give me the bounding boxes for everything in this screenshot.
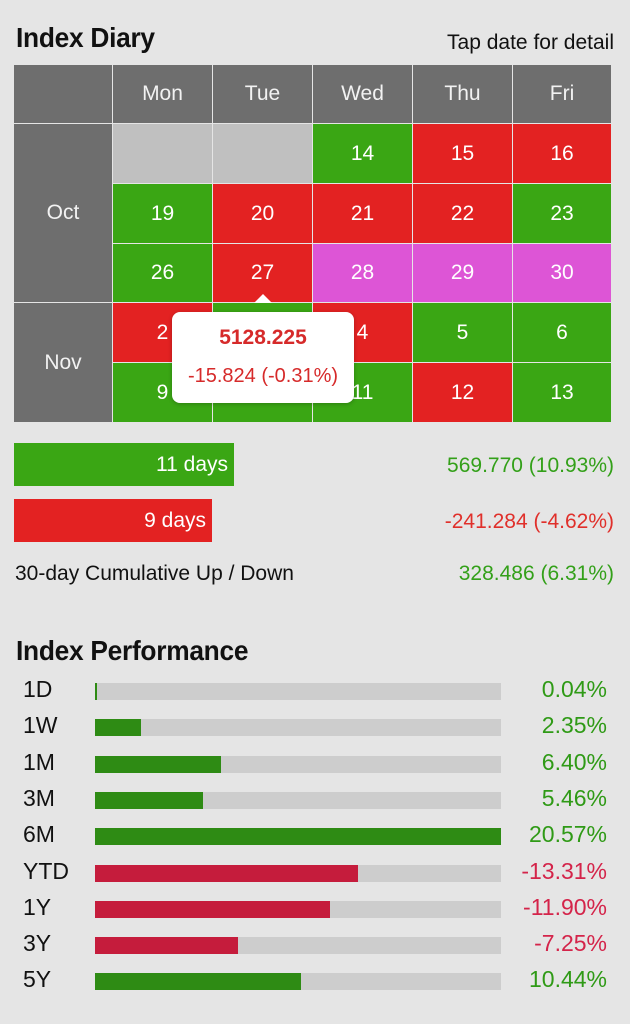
day-cell[interactable]: 6 — [513, 303, 612, 363]
day-cell[interactable]: 30 — [513, 244, 612, 303]
day-cell[interactable]: 28 — [313, 244, 413, 303]
performance-value: 5.46% — [541, 784, 607, 811]
day-cell[interactable]: 22 — [413, 184, 513, 244]
performance-row: 1Y -11.90% — [0, 891, 630, 927]
down-days-total: -241.284 (-4.62%) — [444, 510, 614, 533]
day-cell[interactable]: 29 — [413, 244, 513, 303]
day-cell[interactable]: 27 — [213, 244, 313, 303]
performance-bar — [95, 791, 203, 809]
performance-value: 10.44% — [528, 966, 607, 993]
up-days-bar: 11 days — [14, 443, 234, 486]
performance-value: 2.35% — [541, 712, 607, 739]
performance-value: -11.90% — [523, 893, 607, 920]
down-days-bar: 9 days — [14, 499, 212, 542]
calendar-corner — [14, 65, 113, 124]
performance-row: 6M 20.57% — [0, 818, 630, 854]
performance-value: -7.25% — [534, 930, 607, 957]
performance-row: 1W 2.35% — [0, 709, 630, 745]
performance-row: 1M 6.40% — [0, 746, 630, 782]
day-detail-tooltip: 5128.225 -15.824 (-0.31%) — [172, 312, 354, 403]
performance-bar — [95, 864, 358, 882]
month-label: Oct — [14, 124, 113, 303]
day-cell[interactable]: 20 — [213, 184, 313, 244]
performance-period-label: YTD — [23, 857, 69, 884]
performance-bar — [95, 828, 501, 846]
performance-bar — [95, 755, 222, 773]
day-cell[interactable]: 5 — [413, 303, 513, 363]
day-cell[interactable]: 15 — [413, 124, 513, 184]
day-cell[interactable]: 13 — [513, 363, 612, 423]
performance-value: 6.40% — [541, 748, 607, 775]
day-cell[interactable]: 23 — [513, 184, 612, 244]
day-cell[interactable]: 21 — [313, 184, 413, 244]
tooltip-index-value: 5128.225 — [219, 326, 307, 349]
performance-period-label: 1Y — [23, 893, 52, 920]
performance-value: 20.57% — [528, 821, 607, 848]
performance-bar-track — [95, 937, 501, 955]
performance-bar-track — [95, 828, 501, 846]
performance-row: YTD -13.31% — [0, 855, 630, 891]
performance-period-label: 3Y — [23, 930, 52, 957]
performance-bar-track — [95, 900, 501, 918]
performance-row: 1D 0.04% — [0, 673, 630, 709]
day-cell[interactable]: 19 — [113, 184, 213, 244]
performance-bar — [95, 900, 330, 918]
performance-row: 3Y -7.25% — [0, 927, 630, 963]
performance-bar — [95, 683, 97, 700]
day-cell[interactable]: 26 — [113, 244, 213, 303]
day-cell[interactable]: 12 — [413, 363, 513, 423]
tap-date-hint: Tap date for detail — [447, 31, 614, 54]
performance-bar — [95, 719, 142, 737]
performance-period-label: 3M — [23, 784, 55, 811]
performance-bar-track — [95, 719, 501, 737]
performance-period-label: 1D — [23, 676, 53, 702]
weekday-header: Tue — [213, 65, 313, 124]
weekday-header: Mon — [113, 65, 213, 124]
performance-value: -13.31% — [521, 857, 607, 884]
month-label: Nov — [14, 303, 113, 423]
performance-row: 5Y 10.44% — [0, 963, 630, 999]
empty-day-cell — [113, 124, 213, 184]
cumulative-value: 328.486 (6.31%) — [458, 562, 614, 585]
performance-value: 0.04% — [541, 676, 607, 702]
day-cell[interactable]: 16 — [513, 124, 612, 184]
performance-bar-track — [95, 973, 501, 991]
performance-period-label: 6M — [23, 821, 55, 848]
weekday-header: Thu — [413, 65, 513, 124]
performance-period-label: 1W — [23, 712, 58, 739]
performance-bar-track — [95, 864, 501, 882]
performance-bar-track — [95, 755, 501, 773]
performance-bar — [95, 973, 302, 991]
performance-period-label: 1M — [23, 748, 55, 775]
performance-row: 3M 5.46% — [0, 782, 630, 818]
index-diary-title: Index Diary — [16, 22, 155, 53]
performance-bar — [95, 937, 239, 955]
performance-bar-track — [95, 683, 501, 700]
tooltip-index-change: -15.824 (-0.31%) — [187, 365, 339, 387]
index-performance-title: Index Performance — [16, 635, 249, 666]
performance-bar-track — [95, 791, 501, 809]
weekday-header: Fri — [513, 65, 612, 124]
up-days-total: 569.770 (10.93%) — [447, 454, 614, 477]
cumulative-label: 30-day Cumulative Up / Down — [15, 562, 294, 585]
empty-day-cell — [213, 124, 313, 184]
day-cell[interactable]: 14 — [313, 124, 413, 184]
weekday-header: Wed — [313, 65, 413, 124]
performance-period-label: 5Y — [23, 966, 52, 993]
